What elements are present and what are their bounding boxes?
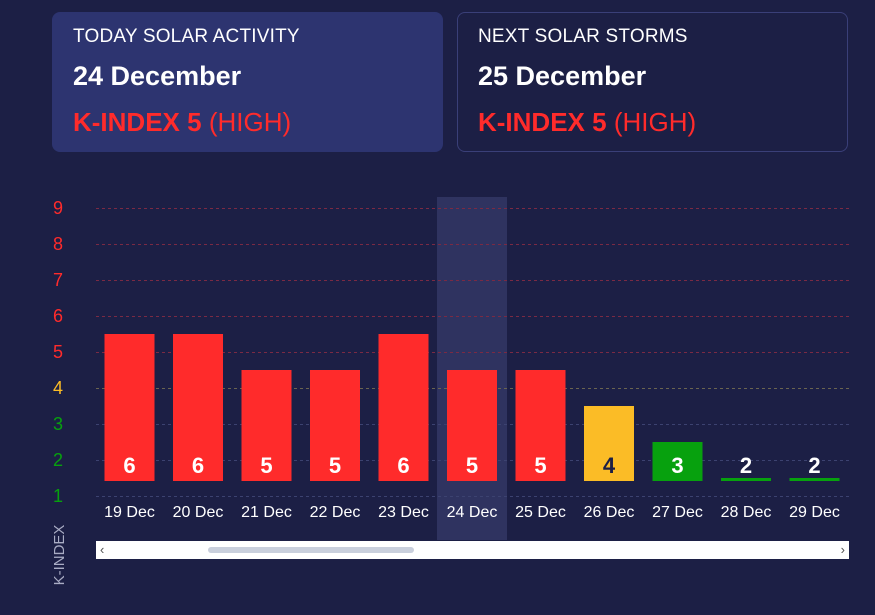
x-tick-label: 23 Dec <box>378 504 429 521</box>
y-tick-label: 1 <box>53 486 63 506</box>
chart-horizontal-scrollbar[interactable]: ‹ › <box>96 541 849 559</box>
bar-20-dec <box>173 334 223 481</box>
bar-19-dec <box>104 334 155 481</box>
today-kindex-level: (HIGH) <box>208 107 292 137</box>
bar-value-label: 6 <box>397 453 409 478</box>
bar-value-label: 3 <box>671 453 683 478</box>
bar-22-dec <box>310 370 360 481</box>
bar-value-label: 5 <box>329 453 341 478</box>
x-tick-label: 20 Dec <box>173 504 224 521</box>
bar-27-dec <box>652 442 703 481</box>
today-card-heading: TODAY SOLAR ACTIVITY <box>73 26 300 47</box>
y-tick-label: 2 <box>53 450 63 470</box>
next-card-kindex: K-INDEX 5 (HIGH) <box>478 107 696 138</box>
bar-value-label: 2 <box>808 453 820 478</box>
bar-29-dec <box>789 478 840 481</box>
y-tick-label: 7 <box>53 270 63 290</box>
next-card-heading: NEXT SOLAR STORMS <box>478 26 688 47</box>
scroll-left-arrow-icon[interactable]: ‹ <box>100 542 105 557</box>
bar-value-label: 2 <box>740 453 752 478</box>
x-tick-label: 28 Dec <box>721 504 772 521</box>
y-tick-label: 5 <box>53 342 63 362</box>
y-tick-label: 4 <box>53 378 63 398</box>
y-tick-label: 6 <box>53 306 63 326</box>
bar-25-dec <box>515 370 566 481</box>
today-kindex-value: K-INDEX 5 <box>73 107 202 137</box>
next-solar-storms-card: NEXT SOLAR STORMS 25 December K-INDEX 5 … <box>457 12 848 152</box>
x-tick-label: 24 Dec <box>447 504 498 521</box>
next-card-date: 25 December <box>478 61 647 91</box>
bar-value-label: 4 <box>603 453 616 478</box>
x-tick-label: 27 Dec <box>652 504 703 521</box>
bar-value-label: 6 <box>192 453 204 478</box>
x-tick-label: 29 Dec <box>789 504 840 521</box>
today-card-date: 24 December <box>73 61 242 91</box>
today-card-kindex: K-INDEX 5 (HIGH) <box>73 107 291 138</box>
y-tick-label: 3 <box>53 414 63 434</box>
bar-value-label: 5 <box>260 453 272 478</box>
highlighted-day-column <box>437 197 507 540</box>
bar-value-label: 5 <box>466 453 478 478</box>
x-tick-label: 26 Dec <box>584 504 635 521</box>
x-tick-label: 21 Dec <box>241 504 292 521</box>
bar-21-dec <box>241 370 292 481</box>
bar-28-dec <box>721 478 771 481</box>
today-solar-activity-card: TODAY SOLAR ACTIVITY 24 December K-INDEX… <box>52 12 443 152</box>
x-tick-label: 19 Dec <box>104 504 155 521</box>
y-axis-label: K-INDEX <box>51 525 68 586</box>
y-tick-label: 8 <box>53 234 63 254</box>
bar-value-label: 6 <box>123 453 135 478</box>
next-kindex-level: (HIGH) <box>613 107 697 137</box>
y-tick-label: 9 <box>53 198 63 218</box>
next-kindex-value: K-INDEX 5 <box>478 107 607 137</box>
scrollbar-thumb[interactable] <box>208 547 414 553</box>
x-tick-label: 25 Dec <box>515 504 566 521</box>
scroll-right-arrow-icon[interactable]: › <box>840 542 845 557</box>
bar-23-dec <box>378 334 429 481</box>
x-tick-label: 22 Dec <box>310 504 361 521</box>
bar-26-dec <box>584 406 634 481</box>
bar-24-dec <box>447 370 497 481</box>
bar-value-label: 5 <box>534 453 546 478</box>
